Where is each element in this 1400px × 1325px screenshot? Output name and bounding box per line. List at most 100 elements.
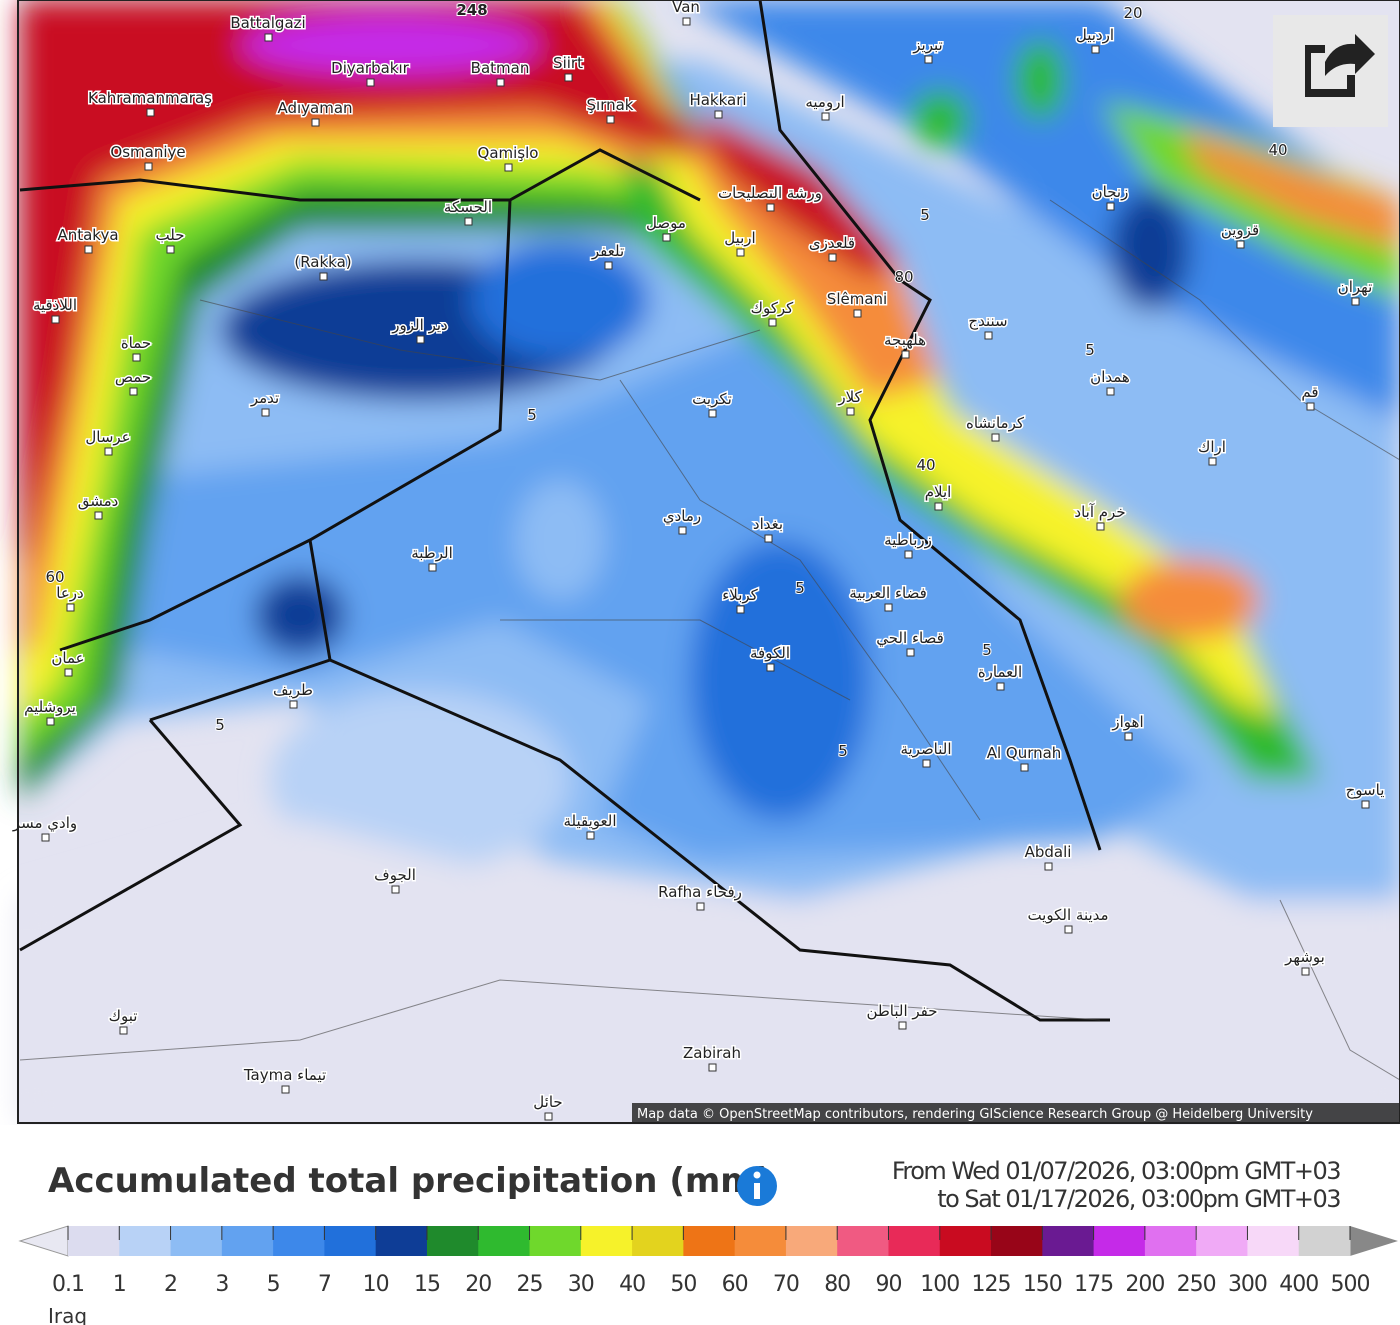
legend-tick-label: 2 xyxy=(164,1272,177,1297)
legend-tick-label: 25 xyxy=(517,1272,543,1297)
legend-arrow-low xyxy=(18,1225,69,1257)
place-label: مدينة الكويت xyxy=(1027,906,1108,924)
place-marker xyxy=(464,217,473,226)
legend-swatch xyxy=(837,1226,889,1256)
place-label: قصاء الحي xyxy=(876,629,944,648)
legend-tick-label: 300 xyxy=(1228,1272,1267,1297)
place-marker xyxy=(416,335,425,344)
place-label: الرطبة xyxy=(411,544,453,562)
info-glyph xyxy=(753,1171,761,1179)
place-label: Tayma تيماء xyxy=(243,1066,326,1084)
place-label: خرم آباد xyxy=(1074,503,1125,521)
place-label: اللاذقية xyxy=(33,296,77,314)
place-marker xyxy=(1106,202,1115,211)
contour-label: 5 xyxy=(215,716,225,734)
legend-swatch xyxy=(119,1226,172,1256)
place-label: Kahramanmaraş xyxy=(88,89,212,107)
place-label: زنجان xyxy=(1092,183,1129,201)
place-label: حلب xyxy=(156,226,185,244)
place-label: بوشهر xyxy=(1284,948,1325,966)
legend-tick-label: 20 xyxy=(465,1272,491,1297)
place-marker xyxy=(119,1026,128,1035)
place-label: زرباطية xyxy=(884,531,932,549)
place-label: Van xyxy=(672,0,700,16)
place-marker xyxy=(544,1112,553,1121)
place-marker xyxy=(41,833,50,842)
borders xyxy=(19,0,1110,1022)
place-label: همدان xyxy=(1090,368,1130,386)
place-marker xyxy=(564,73,573,82)
map-frame xyxy=(17,0,1400,1124)
place-label: حفر الباطن xyxy=(866,1002,937,1020)
place-label: وادي مسر xyxy=(12,814,77,833)
place-label: ايلام xyxy=(925,483,952,501)
place-marker xyxy=(901,350,910,359)
place-label: دمشق xyxy=(78,492,119,510)
place-label: طريف xyxy=(273,681,313,699)
place-label: Osmaniye xyxy=(110,143,185,161)
place-label: تهران xyxy=(1338,278,1373,296)
contour-label: 5 xyxy=(527,406,537,424)
place-label: تبوك xyxy=(109,1007,138,1025)
place-marker xyxy=(144,162,153,171)
contour-label: 5 xyxy=(1085,341,1095,359)
place-marker xyxy=(764,534,773,543)
place-label: بغداد xyxy=(753,515,783,533)
place-marker xyxy=(1236,240,1245,249)
place-label: حمص xyxy=(115,368,151,386)
place-marker xyxy=(64,668,73,677)
place-label: هلهبجة xyxy=(884,331,926,349)
legend-tick-label: 3 xyxy=(215,1272,228,1297)
place-marker xyxy=(678,526,687,535)
place-label: کربلاء xyxy=(722,586,758,604)
place-marker xyxy=(146,108,155,117)
place-marker xyxy=(46,717,55,726)
place-marker xyxy=(766,203,775,212)
legend-swatch xyxy=(1196,1226,1248,1256)
legend-swatch xyxy=(991,1226,1043,1256)
place-marker xyxy=(319,272,328,281)
footer-text: Iraq xyxy=(48,1304,87,1325)
place-label: تلعفر xyxy=(591,242,624,260)
legend: Accumulated total precipitation (mm) Fro… xyxy=(18,1157,1398,1325)
place-label: Adıyaman xyxy=(277,99,352,117)
place-label: Slêmani xyxy=(827,290,887,308)
place-label: اراك xyxy=(1198,438,1226,456)
place-marker xyxy=(696,902,705,911)
legend-swatch xyxy=(478,1226,531,1256)
place-label: اربيل xyxy=(724,229,755,247)
place-label: الجوف xyxy=(374,866,416,884)
place-marker xyxy=(821,112,830,121)
place-label: دير الزور xyxy=(391,316,447,334)
legend-tick-label: 175 xyxy=(1074,1272,1113,1297)
place-marker xyxy=(736,605,745,614)
place-label: Batman xyxy=(471,59,530,77)
place-label: حماة xyxy=(121,334,151,352)
place-label: تدمر xyxy=(250,389,279,407)
legend-swatch xyxy=(375,1226,428,1256)
legend-tick-label: 500 xyxy=(1331,1272,1370,1297)
place-label: Şırnak xyxy=(587,96,634,114)
place-marker xyxy=(904,550,913,559)
legend-tick-label: 40 xyxy=(619,1272,645,1297)
place-marker xyxy=(682,17,691,26)
place-label: يروشليم xyxy=(24,698,76,716)
contour-label: 40 xyxy=(1268,141,1287,159)
place-label: درعا xyxy=(56,584,83,602)
place-label: الحسكة xyxy=(444,198,492,216)
legend-arrow-high xyxy=(1350,1226,1398,1256)
share-button[interactable] xyxy=(1273,15,1388,127)
place-marker xyxy=(984,331,993,340)
legend-swatch xyxy=(580,1226,633,1256)
place-label: تبريز xyxy=(912,36,942,54)
contour-label: 5 xyxy=(920,206,930,224)
place-marker xyxy=(289,700,298,709)
legend-swatch xyxy=(170,1226,223,1256)
contour-label: 5 xyxy=(795,579,805,597)
place-marker xyxy=(391,885,400,894)
place-marker xyxy=(884,603,893,612)
legend-swatch xyxy=(632,1226,684,1256)
place-marker xyxy=(1020,763,1029,772)
legend-swatch xyxy=(1093,1226,1146,1256)
legend-swatch xyxy=(1298,1226,1351,1256)
